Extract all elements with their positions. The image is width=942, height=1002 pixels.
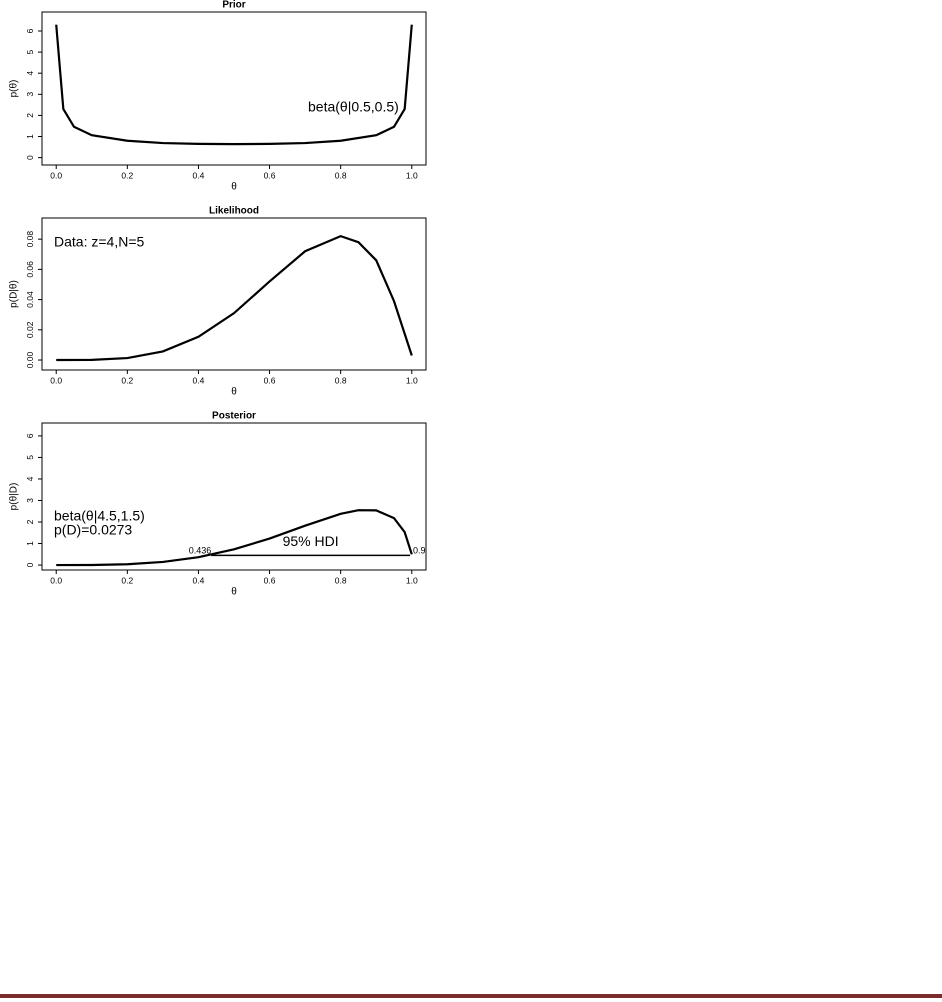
y-tick-label: 0.08	[25, 231, 35, 248]
y-axis-label: p(D|θ)	[9, 280, 20, 308]
x-tick-label: 0.2	[121, 170, 133, 180]
y-tick-label: 0	[25, 155, 35, 160]
data-line	[55, 24, 413, 146]
x-tick-label: 0.4	[193, 170, 205, 180]
y-tick-label: 6	[25, 28, 35, 33]
y-tick-label: 4	[25, 71, 35, 76]
x-tick-label: 0.2	[121, 375, 133, 385]
x-tick-label: 0.8	[335, 375, 347, 385]
x-tick-label: 0.6	[264, 170, 276, 180]
annotation: p(D)=0.0273	[54, 522, 132, 538]
x-tick-label: 0.0	[50, 575, 62, 585]
hdi-value-label: 0.9	[413, 546, 426, 556]
y-axis-label: p(θ|D)	[9, 483, 20, 511]
x-tick-label: 0.0	[50, 375, 62, 385]
y-tick-label: 3	[25, 498, 35, 503]
y-tick-label: 4	[25, 476, 35, 481]
hdi-label: 95% HDI	[283, 533, 339, 549]
y-tick-label: 2	[25, 519, 35, 524]
annotation: beta(θ|0.5,0.5)	[308, 99, 399, 115]
x-axis-label: θ	[231, 182, 237, 193]
x-tick-label: 0.8	[335, 575, 347, 585]
y-tick-label: 5	[25, 455, 35, 460]
x-tick-label: 0.4	[193, 375, 205, 385]
data-line	[56, 234, 413, 362]
x-tick-label: 1.0	[406, 575, 418, 585]
y-tick-label: 0	[25, 562, 35, 567]
annotation: beta(θ|4.5,1.5)	[54, 508, 145, 524]
plot-frame	[41, 422, 427, 571]
y-tick-label: 0.02	[25, 321, 35, 338]
footer-rule	[0, 994, 942, 998]
y-tick-label: 2	[25, 113, 35, 118]
chart-title: Prior	[222, 0, 245, 11]
x-tick-label: 0.8	[335, 170, 347, 180]
y-tick-label: 0.06	[25, 261, 35, 278]
y-tick-label: 3	[25, 92, 35, 97]
data-line	[56, 509, 413, 567]
y-tick-label: 5	[25, 49, 35, 54]
annotation: Data: z=4,N=5	[54, 234, 144, 250]
x-tick-label: 1.0	[406, 375, 418, 385]
chart-title: Likelihood	[209, 206, 259, 217]
x-tick-label: 1.0	[406, 170, 418, 180]
y-tick-label: 6	[25, 433, 35, 438]
x-tick-label: 0.4	[193, 575, 205, 585]
y-tick-label: 1	[25, 541, 35, 546]
x-tick-label: 0.2	[121, 575, 133, 585]
y-tick-label: 0.04	[25, 291, 35, 308]
x-tick-label: 0.6	[264, 575, 276, 585]
x-axis-label: θ	[231, 387, 237, 398]
x-tick-label: 0.0	[50, 170, 62, 180]
y-axis-label: p(θ)	[9, 80, 20, 98]
chart-title: Posterior	[212, 411, 256, 422]
plot-frame	[41, 217, 427, 371]
plot-frame	[41, 11, 427, 166]
y-tick-label: 0.00	[25, 351, 35, 368]
hdi-value-label: 0.436	[189, 546, 212, 556]
x-tick-label: 0.6	[264, 375, 276, 385]
y-tick-label: 1	[25, 134, 35, 139]
x-axis-label: θ	[231, 587, 237, 598]
